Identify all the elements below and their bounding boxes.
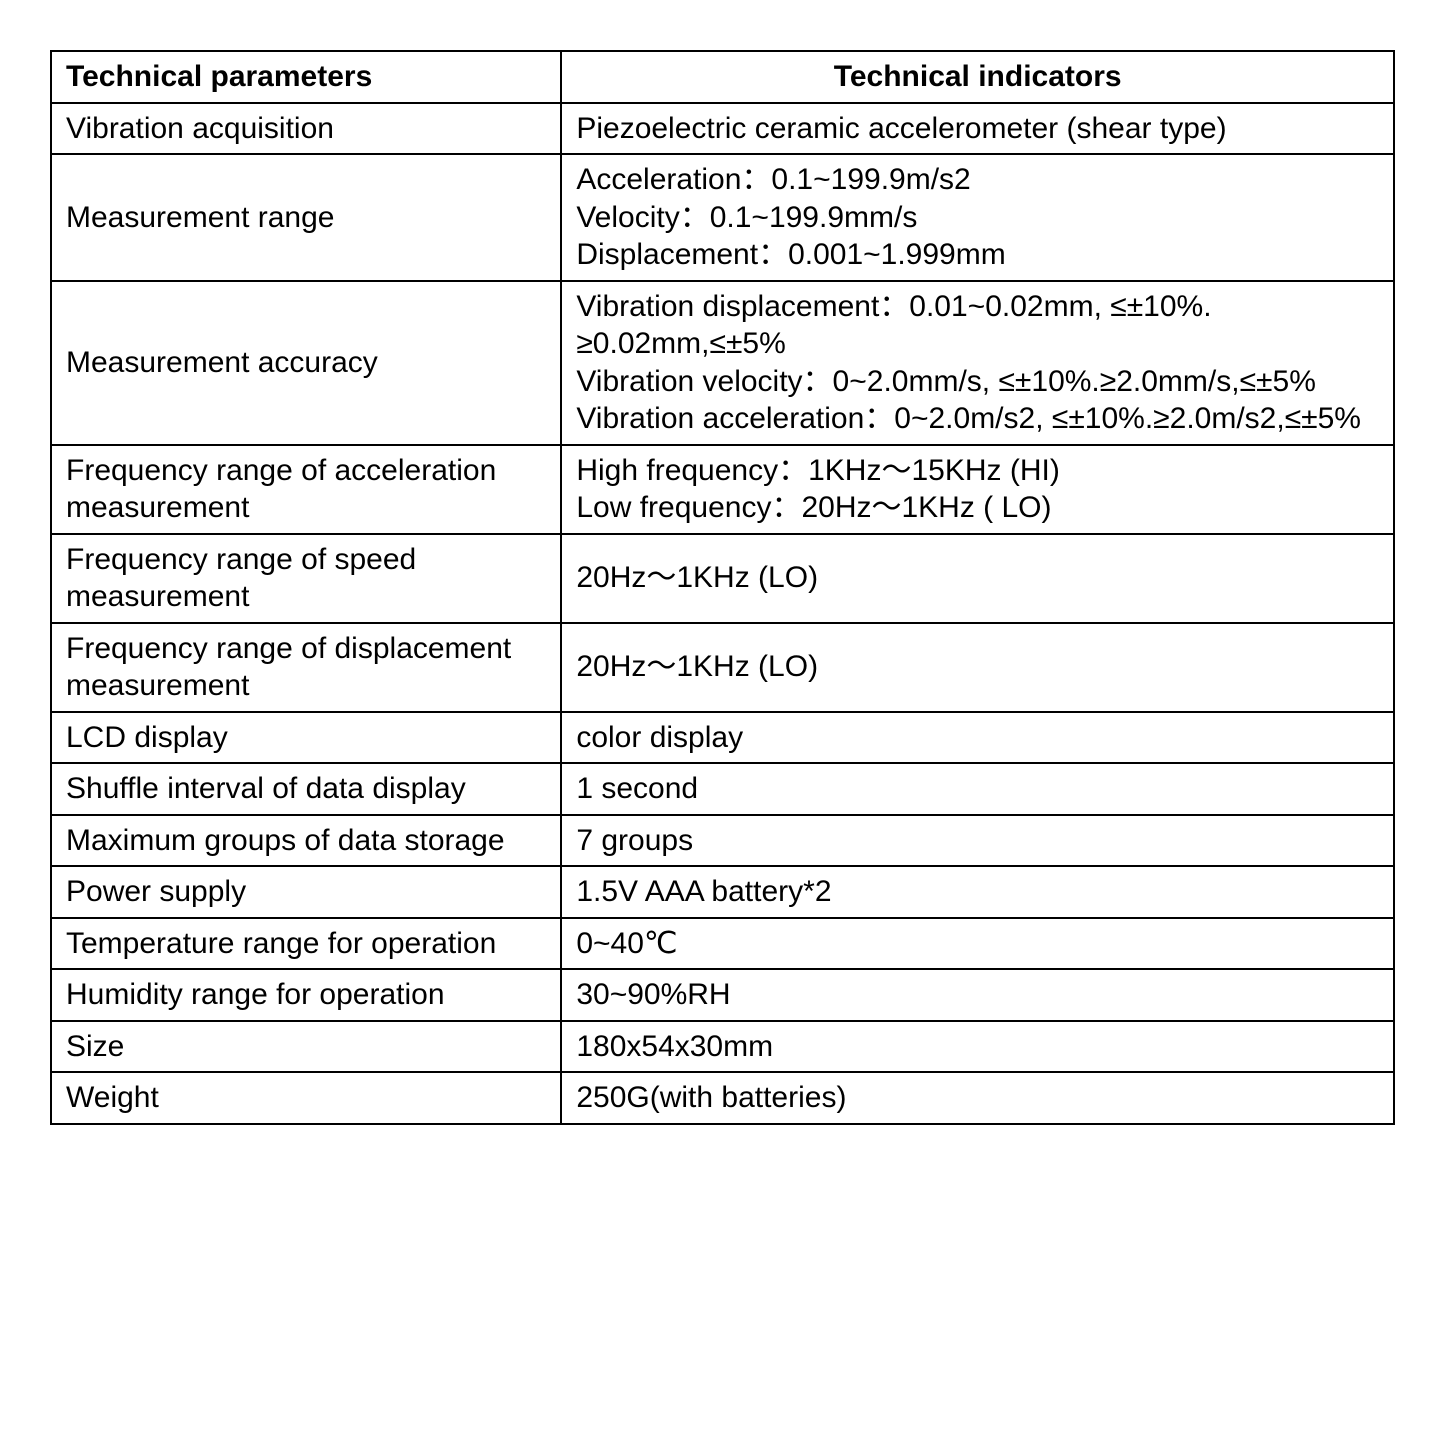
table-row: Frequency range of acceleration measurem…	[51, 445, 1394, 534]
indicator-cell: 180x54x30mm	[561, 1021, 1394, 1073]
indicator-cell: 30~90%RH	[561, 969, 1394, 1021]
table-row: Weight 250G(with batteries)	[51, 1072, 1394, 1124]
param-cell: Weight	[51, 1072, 561, 1124]
table-row: Maximum groups of data storage 7 groups	[51, 815, 1394, 867]
table-row: Size 180x54x30mm	[51, 1021, 1394, 1073]
table-row: Temperature range for operation 0~40℃	[51, 918, 1394, 970]
param-cell: Measurement range	[51, 154, 561, 281]
indicator-cell: Vibration displacement：0.01~0.02mm, ≤±10…	[561, 281, 1394, 445]
indicator-cell: Acceleration：0.1~199.9m/s2 Velocity：0.1~…	[561, 154, 1394, 281]
indicator-cell: color display	[561, 712, 1394, 764]
param-cell: Shuffle interval of data display	[51, 763, 561, 815]
header-parameters: Technical parameters	[51, 51, 561, 103]
param-cell: Size	[51, 1021, 561, 1073]
param-cell: Humidity range for operation	[51, 969, 561, 1021]
indicator-cell: High frequency：1KHz～15KHz (HI) Low frequ…	[561, 445, 1394, 534]
indicator-cell: 7 groups	[561, 815, 1394, 867]
table-row: Measurement range Acceleration：0.1~199.9…	[51, 154, 1394, 281]
table-row: Frequency range of speed measurement 20H…	[51, 534, 1394, 623]
indicator-cell: 1 second	[561, 763, 1394, 815]
table-header-row: Technical parameters Technical indicator…	[51, 51, 1394, 103]
indicator-cell: Piezoelectric ceramic accelerometer (she…	[561, 103, 1394, 155]
param-cell: Frequency range of acceleration measurem…	[51, 445, 561, 534]
indicator-cell: 20Hz～1KHz (LO)	[561, 623, 1394, 712]
table-row: Shuffle interval of data display 1 secon…	[51, 763, 1394, 815]
table-row: Power supply 1.5V AAA battery*2	[51, 866, 1394, 918]
indicator-cell: 1.5V AAA battery*2	[561, 866, 1394, 918]
indicator-cell: 250G(with batteries)	[561, 1072, 1394, 1124]
param-cell: Maximum groups of data storage	[51, 815, 561, 867]
param-cell: Temperature range for operation	[51, 918, 561, 970]
table-row: Humidity range for operation 30~90%RH	[51, 969, 1394, 1021]
param-cell: Vibration acquisition	[51, 103, 561, 155]
indicator-cell: 20Hz～1KHz (LO)	[561, 534, 1394, 623]
param-cell: Frequency range of speed measurement	[51, 534, 561, 623]
table-row: LCD display color display	[51, 712, 1394, 764]
table-row: Measurement accuracy Vibration displacem…	[51, 281, 1394, 445]
param-cell: Measurement accuracy	[51, 281, 561, 445]
param-cell: LCD display	[51, 712, 561, 764]
table-row: Frequency range of displacement measurem…	[51, 623, 1394, 712]
technical-spec-table: Technical parameters Technical indicator…	[50, 50, 1395, 1125]
table-row: Vibration acquisition Piezoelectric cera…	[51, 103, 1394, 155]
param-cell: Power supply	[51, 866, 561, 918]
indicator-cell: 0~40℃	[561, 918, 1394, 970]
param-cell: Frequency range of displacement measurem…	[51, 623, 561, 712]
header-indicators: Technical indicators	[561, 51, 1394, 103]
